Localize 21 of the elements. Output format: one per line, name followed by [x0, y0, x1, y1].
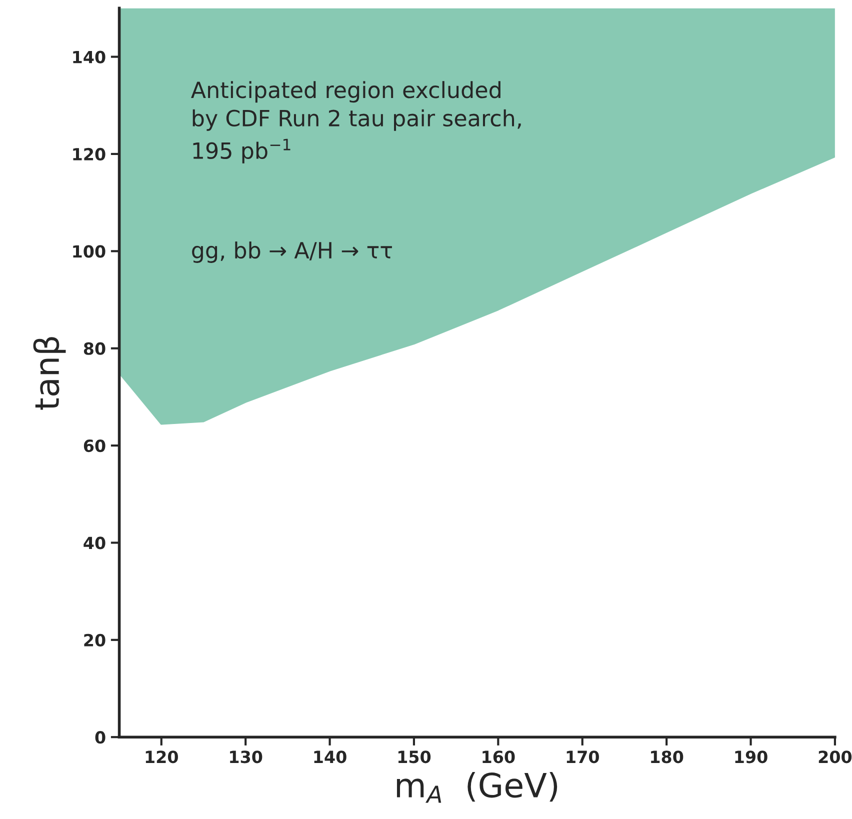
x-tick-label: 180	[651, 750, 684, 764]
x-axis-title: m$_{A}$ (GeV)	[396, 772, 558, 803]
x-tick-label: 140	[314, 750, 346, 764]
x-tick-label: 120	[146, 750, 178, 764]
annotation: gg, bb → A/H → ττ	[192, 241, 392, 263]
x-tick-label: 170	[566, 750, 599, 764]
y-tick-label: 120	[73, 148, 106, 161]
annotation: Anticipated region excluded by CDF Run 2 tau pair search, 195 pb$^{−1}$	[191, 81, 521, 164]
x-tick-label: 130	[230, 750, 262, 764]
y-tick-label: 0	[95, 731, 106, 744]
x-tick-label: 200	[818, 750, 852, 764]
x-tick-label: 160	[482, 750, 515, 764]
x-tick-label: 150	[398, 750, 431, 764]
x-tick-label: 190	[735, 750, 768, 764]
y-tick-label: 20	[84, 634, 106, 646]
y-tick-label: 40	[84, 536, 106, 550]
y-tick-label: 100	[73, 245, 106, 258]
y-tick-label: 60	[84, 440, 106, 452]
y-tick-label: 80	[84, 342, 106, 355]
y-axis-title: tanβ	[33, 337, 66, 410]
y-tick-label: 140	[73, 50, 106, 64]
